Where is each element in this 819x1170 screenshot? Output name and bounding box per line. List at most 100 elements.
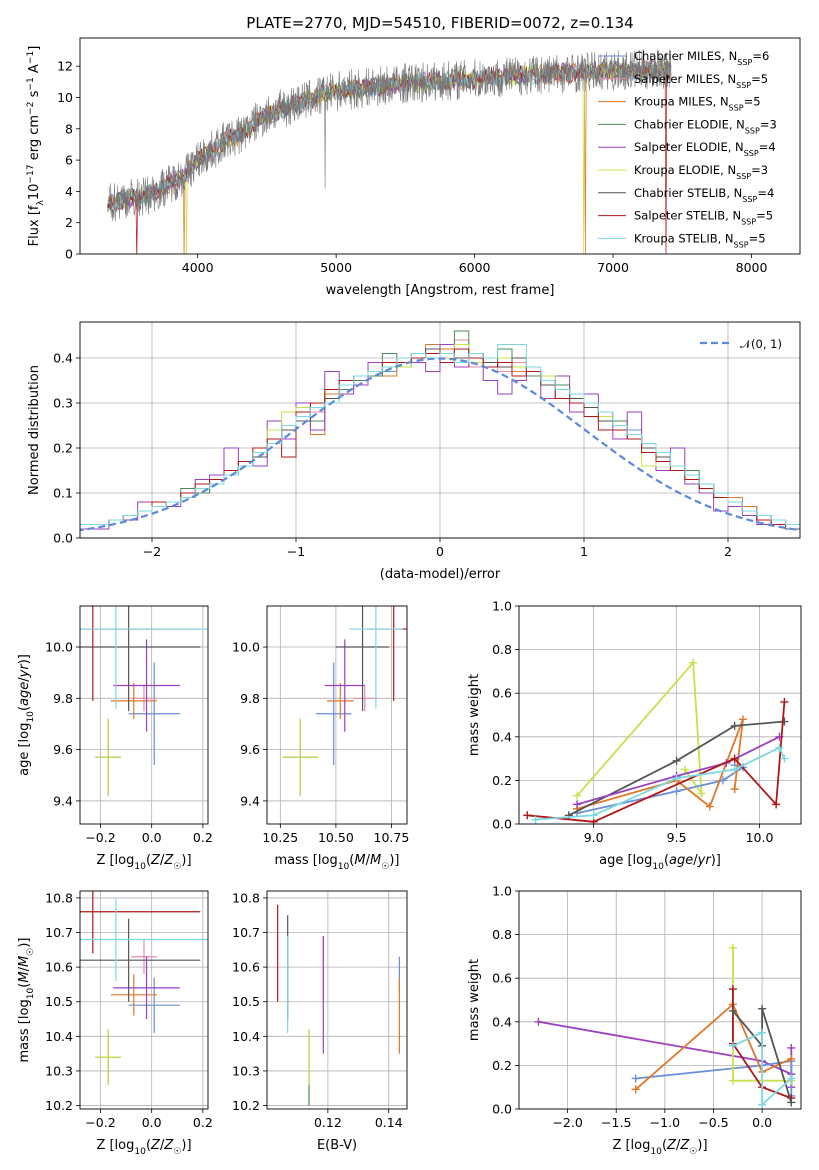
label-part: mass [log <box>17 999 32 1062</box>
x-tick-label: 10.50 <box>318 830 354 845</box>
weight-marker <box>589 811 598 820</box>
y-tick-label: 1.0 <box>492 599 512 614</box>
y-tick-label: 9.8 <box>240 691 260 706</box>
label-part: SSP <box>729 103 744 112</box>
label-part: Z <box>150 853 161 868</box>
x-tick-label: 0.0 <box>142 830 162 845</box>
label-part: wavelength [Angstrom, rest frame] <box>326 283 555 298</box>
label-part: ( <box>664 853 669 868</box>
weight-line <box>732 1031 792 1107</box>
label-part: / <box>17 677 32 682</box>
label-part: / <box>693 853 698 868</box>
weight-marker <box>573 800 582 809</box>
label-part: Chabrier ELODIE, N <box>634 117 745 131</box>
label-part: SSP <box>742 194 757 203</box>
label-part: ( <box>349 853 354 868</box>
weight-marker <box>780 754 789 763</box>
label-part: / <box>676 1138 681 1153</box>
y-tick-label: 1.0 <box>492 884 512 899</box>
plot-area <box>80 891 208 1085</box>
label-part: age <box>17 682 32 706</box>
label-part: −1 <box>26 77 36 90</box>
y-tick-label: 9.8 <box>53 691 73 706</box>
y-tick-label: 10.7 <box>232 925 260 940</box>
weight-marker <box>705 802 714 811</box>
label-part: ( <box>146 1138 151 1153</box>
label-part: Z [log <box>96 1138 134 1153</box>
y-tick-label: 10.2 <box>232 1098 260 1113</box>
y-axis-label: mass weight <box>467 674 482 756</box>
x-axis-label: (data-model)/error <box>380 567 501 582</box>
y-tick-label: 9.4 <box>240 793 260 808</box>
label-part: ☉ <box>26 948 36 956</box>
y-tick-label: 0.0 <box>53 531 73 546</box>
label-part: Kroupa ELODIE, N <box>634 163 736 177</box>
y-tick-label: 0.2 <box>53 441 73 456</box>
y-axis-label: Normed distribution <box>27 365 42 495</box>
y-tick-label: 0.8 <box>492 642 512 657</box>
x-tick-label: 0.14 <box>375 1115 403 1130</box>
y-tick-label: 0.3 <box>53 396 73 411</box>
label-part: 10 <box>650 1147 662 1157</box>
weight-marker <box>573 791 582 800</box>
weight-marker <box>758 1004 767 1013</box>
plot-area <box>107 49 672 254</box>
x-axis-label: Z [log10(Z/Z☉)] <box>612 1138 707 1157</box>
y-axis-label: mass weight <box>467 959 482 1041</box>
x-tick-label: 0.0 <box>752 1115 772 1130</box>
y-tick-label: 0.4 <box>492 1014 512 1029</box>
label-part: ] <box>27 46 42 51</box>
x-tick-label: 0.2 <box>193 830 213 845</box>
y-tick-label: 10.3 <box>45 1063 73 1078</box>
y-tick-label: 0.6 <box>492 686 512 701</box>
legend-label: Salpeter ELODIE, NSSP=4 <box>634 140 776 158</box>
weight-marker <box>672 756 681 765</box>
label-part: Z [log <box>96 853 134 868</box>
label-part: 10 <box>338 862 350 872</box>
weight-line <box>576 660 703 797</box>
y-tick-label: 10.8 <box>45 890 73 905</box>
weight-marker <box>730 721 739 730</box>
label-part: Salpeter STELIB, N <box>634 209 741 223</box>
legend-label: Salpeter MILES, NSSP=5 <box>634 72 768 90</box>
label-part: Salpeter ELODIE, N <box>634 140 744 154</box>
y-tick-label: 0.6 <box>492 971 512 986</box>
plot-area <box>80 330 800 532</box>
weight-marker <box>738 715 747 724</box>
label-part: Chabrier MILES, N <box>634 49 737 63</box>
y-tick-label: 4 <box>65 184 73 199</box>
weight-marker <box>697 789 706 798</box>
y-tick-label: 10.3 <box>232 1063 260 1078</box>
label-part: ( <box>17 983 32 988</box>
label-part: 10 <box>134 862 146 872</box>
histogram-step <box>80 348 800 525</box>
normal-curve <box>80 357 800 532</box>
x-tick-label: 9.5 <box>667 830 687 845</box>
label-part: Z <box>679 1138 690 1153</box>
x-tick-label: −1 <box>287 544 305 559</box>
plot-area <box>282 606 407 796</box>
label-part: )] <box>389 853 399 868</box>
label-part: ☉ <box>173 862 181 872</box>
weight-marker <box>758 1028 767 1037</box>
label-part: 10 <box>26 988 36 1000</box>
y-axis-label: mass [log10(M/M☉)] <box>17 938 36 1063</box>
legend-label: Salpeter STELIB, NSSP=5 <box>634 209 773 227</box>
label-part: ☉ <box>381 862 389 872</box>
label-part: SSP <box>737 58 752 67</box>
label-part: 10 <box>134 1147 146 1157</box>
histogram-step <box>80 344 800 530</box>
weight-marker <box>780 697 789 706</box>
label-part: Z <box>666 1138 677 1153</box>
y-tick-label: 10.5 <box>45 994 73 1009</box>
y-axis-label: age [log10(age/yr)] <box>17 654 36 776</box>
legend-label: Chabrier STELIB, NSSP=4 <box>634 186 774 204</box>
y-tick-label: 12 <box>57 59 73 74</box>
weight-marker <box>534 1017 543 1026</box>
label-part: ☉ <box>689 1147 697 1157</box>
label-part: yr <box>17 663 32 679</box>
label-part: Kroupa STELIB, N <box>634 231 734 245</box>
label-part: )] <box>181 853 191 868</box>
plot-area <box>534 943 796 1109</box>
